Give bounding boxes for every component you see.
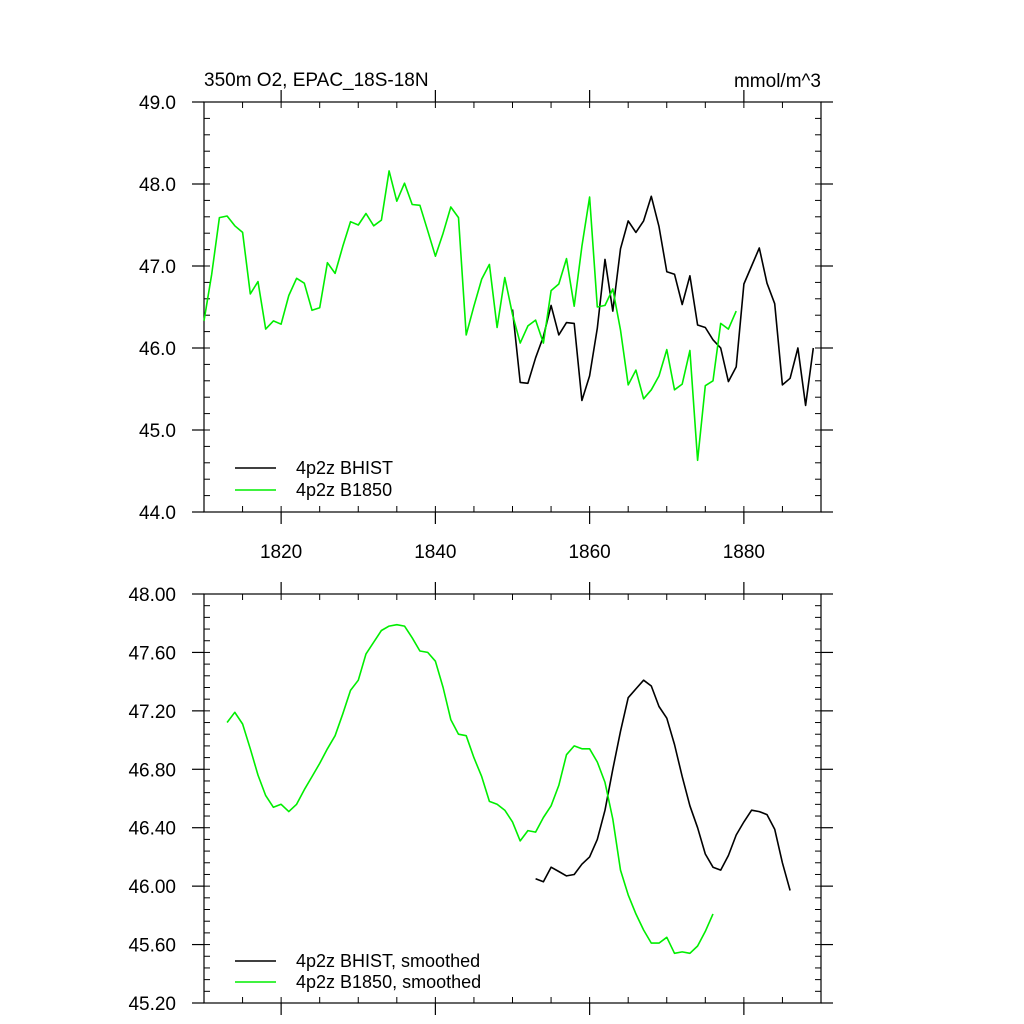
legend-label: 4p2z B1850, smoothed — [296, 972, 481, 992]
y-tick-label: 45.0 — [139, 421, 176, 442]
y-tick-label: 46.80 — [128, 760, 176, 781]
series-line-1 — [535, 679, 791, 891]
y-tick-label: 47.20 — [128, 702, 176, 723]
y-tick-label: 46.40 — [128, 819, 176, 840]
units-label: mmol/m^3 — [734, 71, 821, 92]
series-line-1 — [511, 195, 815, 407]
y-tick-label: 48.0 — [139, 175, 176, 196]
series-line-2 — [226, 623, 714, 955]
y-tick-label: 48.00 — [128, 585, 176, 606]
y-tick-label: 46.0 — [139, 339, 176, 360]
legend-label: 4p2z BHIST — [296, 458, 393, 478]
y-tick-label: 44.0 — [139, 503, 176, 524]
chart-title: 350m O2, EPAC_18S-18N — [204, 70, 429, 91]
x-tick-label: 1880 — [723, 542, 765, 563]
y-tick-label: 46.00 — [128, 877, 176, 898]
bottom-panel: 45.20 45.60 46.00 46.40 46.80 47.20 47.60 48.00… — [128, 582, 833, 1015]
x-tick-label: 1860 — [568, 542, 610, 563]
y-tick-label: 45.20 — [128, 994, 176, 1015]
plot-frame — [203, 593, 822, 1004]
plot-frame — [203, 101, 822, 513]
x-tick-label: 1820 — [260, 542, 302, 563]
series-line-2 — [203, 170, 737, 462]
y-tick-label: 47.60 — [128, 643, 176, 664]
top-panel: 350m O2, EPAC_18S-18N mmol/m^3 1820 1840 1… — [139, 70, 833, 563]
legend-label: 4p2z BHIST, smoothed — [296, 951, 480, 971]
y-tick-label: 45.60 — [128, 936, 176, 957]
x-tick-label: 1840 — [414, 542, 456, 563]
y-tick-label: 49.0 — [139, 93, 176, 114]
legend-label: 4p2z B1850 — [296, 480, 392, 500]
y-tick-label: 47.0 — [139, 257, 176, 278]
